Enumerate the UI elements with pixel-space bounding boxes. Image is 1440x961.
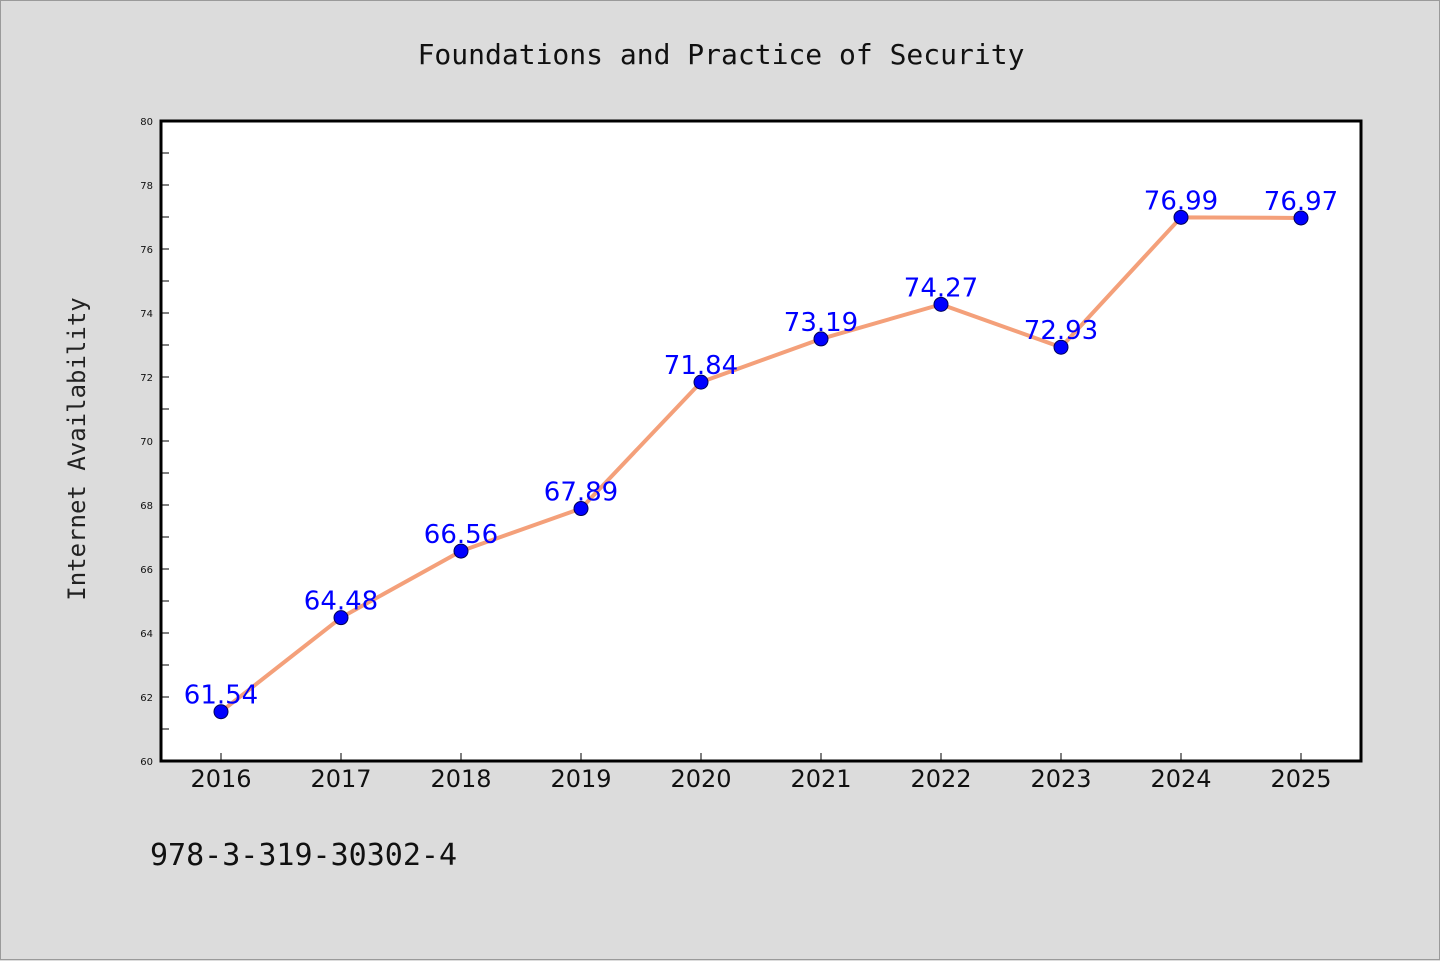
data-label: 72.93 [1024, 316, 1098, 346]
data-point [1293, 210, 1309, 226]
data-point [453, 543, 469, 559]
data-label: 76.99 [1144, 186, 1218, 216]
series-line [219, 215, 1303, 714]
data-label: 66.56 [424, 520, 498, 550]
x-tick-label: 2024 [1150, 765, 1211, 793]
y-tick-label: 60 [140, 757, 153, 768]
data-point [1173, 209, 1189, 225]
data-label: 61.54 [184, 681, 258, 711]
y-tick-label: 62 [140, 693, 153, 704]
y-tick-label: 74 [140, 309, 153, 320]
data-point [333, 610, 349, 626]
y-tick-label: 64 [140, 629, 153, 640]
data-label: 73.19 [784, 308, 858, 338]
x-tick-label: 2018 [430, 765, 491, 793]
data-point [1053, 339, 1069, 355]
data-label: 71.84 [664, 351, 738, 381]
footer-text: 978-3-319-30302-4 [150, 838, 457, 873]
plot-border [159, 119, 1363, 763]
x-tick-label: 2023 [1030, 765, 1091, 793]
x-tick-label: 2016 [190, 765, 251, 793]
data-point [573, 501, 589, 517]
y-tick-label: 76 [140, 245, 153, 256]
x-tick-label: 2019 [550, 765, 611, 793]
data-point [213, 704, 229, 720]
y-tick-label: 80 [140, 117, 153, 128]
data-point [813, 331, 829, 347]
y-tick-label: 72 [140, 373, 153, 384]
data-label: 76.97 [1264, 187, 1338, 217]
data-label: 67.89 [544, 478, 618, 508]
data-point [933, 296, 949, 312]
data-series [213, 209, 1309, 720]
y-axis-label: Internet Availability [63, 297, 91, 600]
x-axis-tick-labels: 2016 2017 2018 2019 2020 2021 2022 2023 2024 2025 [190, 753, 1332, 793]
x-tick-label: 2022 [910, 765, 971, 793]
x-tick-label: 2017 [310, 765, 371, 793]
x-tick-label: 2025 [1270, 765, 1331, 793]
chart-title: Foundations and Practice of Security [418, 38, 1025, 71]
y-tick-label: 70 [140, 437, 153, 448]
plot-area [161, 121, 1361, 761]
data-labels: 61.54 64.48 66.56 67.89 71.84 73.19 74.27 72.93… [184, 186, 1338, 710]
y-tick-label: 78 [140, 181, 153, 192]
y-tick-label: 66 [140, 565, 153, 576]
data-point [693, 374, 709, 390]
data-label: 74.27 [904, 273, 978, 303]
data-label: 64.48 [304, 587, 378, 617]
x-tick-label: 2020 [670, 765, 731, 793]
x-tick-label: 2021 [790, 765, 851, 793]
y-tick-label: 68 [140, 501, 153, 512]
